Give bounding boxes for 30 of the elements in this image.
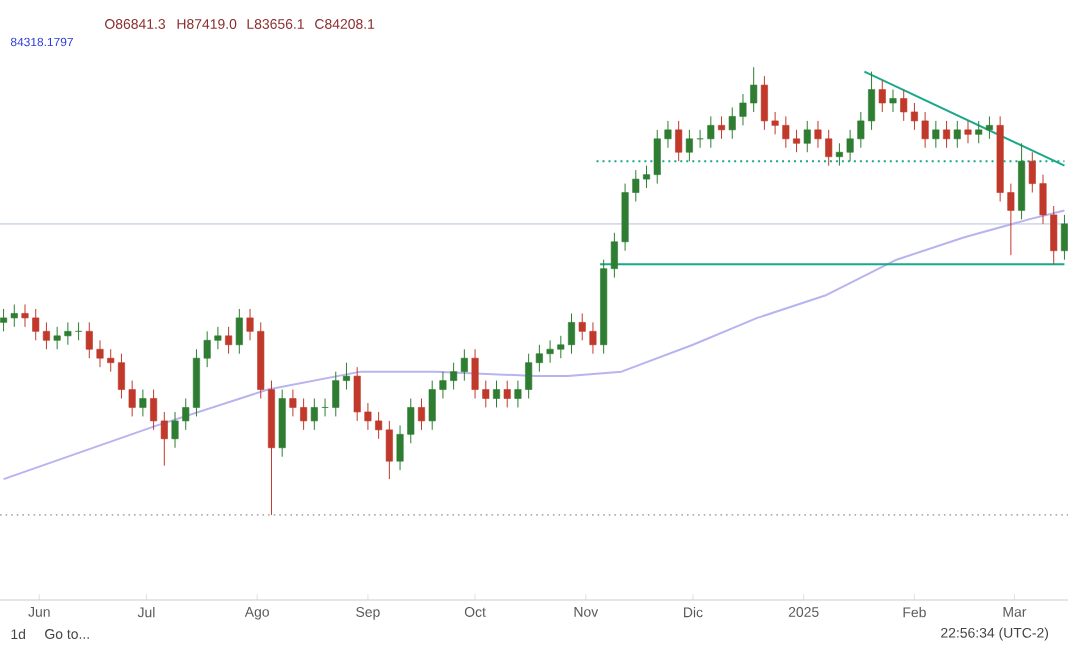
candlestick <box>139 389 147 417</box>
candlestick <box>417 398 425 431</box>
candlestick <box>310 398 318 431</box>
candlestick <box>685 129 693 162</box>
candlestick <box>492 380 501 408</box>
candlestick <box>396 424 404 471</box>
candlestick <box>1028 151 1036 194</box>
candlestick <box>214 326 222 350</box>
candlestick <box>943 120 951 149</box>
candlestick <box>803 120 811 153</box>
candlestick <box>407 398 415 444</box>
candlestick <box>482 380 490 408</box>
candlestick <box>707 115 715 149</box>
candlestick <box>225 326 233 355</box>
candlestick <box>235 308 243 355</box>
candlestick <box>835 142 843 167</box>
candlestick <box>932 120 940 149</box>
candlestick <box>889 89 897 113</box>
candlestick <box>203 330 211 368</box>
candlestick <box>471 348 479 400</box>
candlestick <box>718 115 726 140</box>
candlestick <box>503 380 511 408</box>
candlestick <box>128 380 136 417</box>
candlestick <box>953 120 961 149</box>
candlestick <box>1007 183 1015 256</box>
candlestick <box>728 106 736 140</box>
candlestick <box>964 120 972 144</box>
candlestick <box>878 80 886 113</box>
candlestick <box>1060 214 1068 261</box>
candlestick <box>675 120 683 162</box>
